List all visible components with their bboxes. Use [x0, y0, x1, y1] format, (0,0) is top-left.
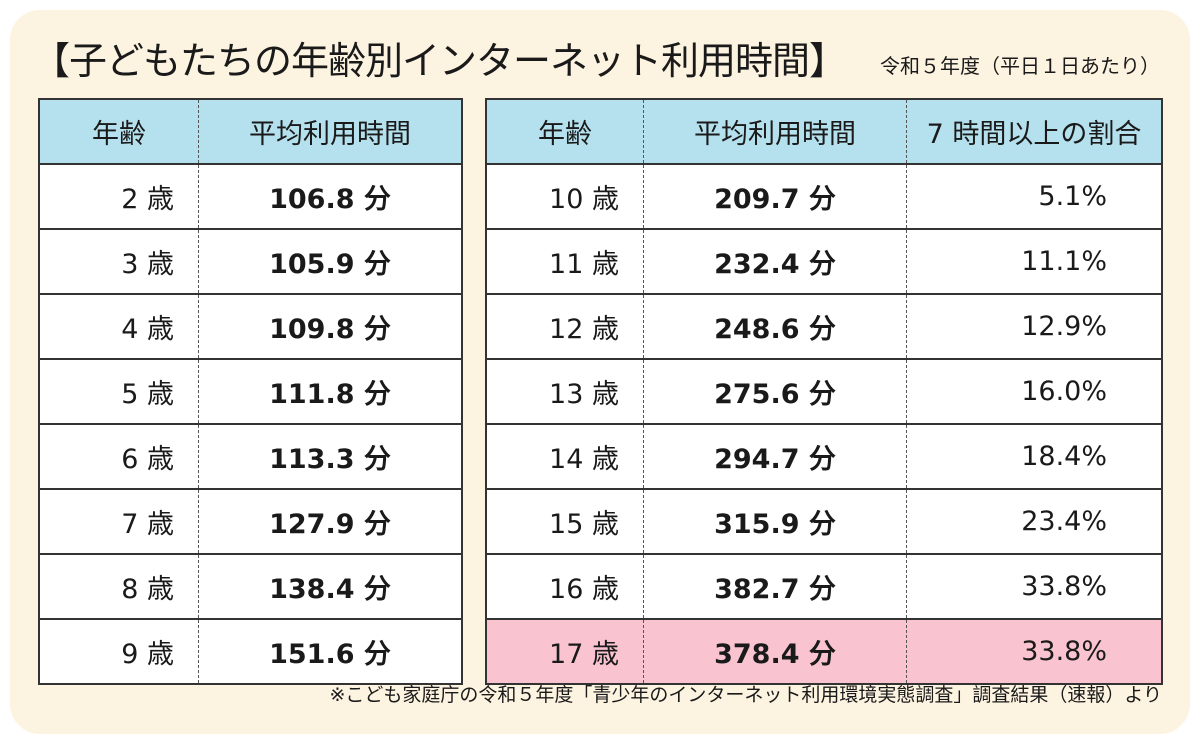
avg-time-cell: 209.7 分 [643, 163, 907, 230]
age-cell: 10 歳 [486, 163, 644, 230]
footnote: ※こども家庭庁の令和５年度「青少年のインターネット利用環境実態調査」調査結果（速… [329, 684, 1162, 706]
ratio-cell: 33.8% [906, 553, 1162, 620]
avg-time-cell: 151.6 分 [198, 618, 462, 685]
table-row: 12 歳 248.6 分 12.9% [486, 293, 1162, 360]
table-row: 15 歳 315.9 分 23.4% [486, 488, 1162, 555]
page-title: 【子どもたちの年齢別インターネット利用時間】 [32, 39, 847, 83]
avg-time-cell: 109.8 分 [198, 293, 462, 360]
age-cell: 5 歳 [39, 358, 199, 425]
age-cell: 14 歳 [486, 423, 644, 490]
age-cell: 17 歳 [486, 618, 644, 685]
age-cell: 16 歳 [486, 553, 644, 620]
avg-time-cell: 315.9 分 [643, 488, 907, 555]
table-row: 6 歳 113.3 分 [39, 423, 462, 490]
header-7h-ratio: 7 時間以上の割合 [906, 98, 1162, 165]
ratio-cell: 12.9% [906, 293, 1162, 360]
table-row: 4 歳 109.8 分 [39, 293, 462, 360]
avg-time-cell: 294.7 分 [643, 423, 907, 490]
table-row: 17 歳 378.4 分 33.8% [486, 618, 1162, 685]
ratio-cell: 5.1% [906, 163, 1162, 230]
avg-time-cell: 382.7 分 [643, 553, 907, 620]
age-cell: 9 歳 [39, 618, 199, 685]
ratio-cell: 33.8% [906, 618, 1162, 685]
avg-time-cell: 275.6 分 [643, 358, 907, 425]
avg-time-cell: 106.8 分 [198, 163, 462, 230]
age-cell: 11 歳 [486, 228, 644, 295]
age-cell: 3 歳 [39, 228, 199, 295]
age-cell: 12 歳 [486, 293, 644, 360]
table-row: 3 歳 105.9 分 [39, 228, 462, 295]
avg-time-cell: 127.9 分 [198, 488, 462, 555]
avg-time-cell: 113.3 分 [198, 423, 462, 490]
avg-time-cell: 111.8 分 [198, 358, 462, 425]
header-avg-time: 平均利用時間 [198, 98, 462, 165]
table-row: 16 歳 382.7 分 33.8% [486, 553, 1162, 620]
table-row: 9 歳 151.6 分 [39, 618, 462, 685]
age-cell: 8 歳 [39, 553, 199, 620]
age-cell: 15 歳 [486, 488, 644, 555]
table-row: 8 歳 138.4 分 [39, 553, 462, 620]
table-row: 14 歳 294.7 分 18.4% [486, 423, 1162, 490]
ratio-cell: 11.1% [906, 228, 1162, 295]
header-avg-time: 平均利用時間 [643, 98, 907, 165]
ratio-cell: 18.4% [906, 423, 1162, 490]
table-row: 5 歳 111.8 分 [39, 358, 462, 425]
avg-time-cell: 105.9 分 [198, 228, 462, 295]
ratio-cell: 23.4% [906, 488, 1162, 555]
age-cell: 4 歳 [39, 293, 199, 360]
header-age: 年齢 [39, 98, 199, 165]
avg-time-cell: 138.4 分 [198, 553, 462, 620]
age-cell: 2 歳 [39, 163, 199, 230]
avg-time-cell: 232.4 分 [643, 228, 907, 295]
age-cell: 13 歳 [486, 358, 644, 425]
avg-time-cell: 248.6 分 [643, 293, 907, 360]
table-row: 13 歳 275.6 分 16.0% [486, 358, 1162, 425]
table-row: 7 歳 127.9 分 [39, 488, 462, 555]
ratio-cell: 16.0% [906, 358, 1162, 425]
header-age: 年齢 [486, 98, 644, 165]
age-cell: 6 歳 [39, 423, 199, 490]
page-subtitle: 令和５年度（平日１日あたり） [880, 54, 1160, 78]
age-cell: 7 歳 [39, 488, 199, 555]
table-row: 11 歳 232.4 分 11.1% [486, 228, 1162, 295]
avg-time-cell: 378.4 分 [643, 618, 907, 685]
table-row: 2 歳 106.8 分 [39, 163, 462, 230]
table-row: 10 歳 209.7 分 5.1% [486, 163, 1162, 230]
